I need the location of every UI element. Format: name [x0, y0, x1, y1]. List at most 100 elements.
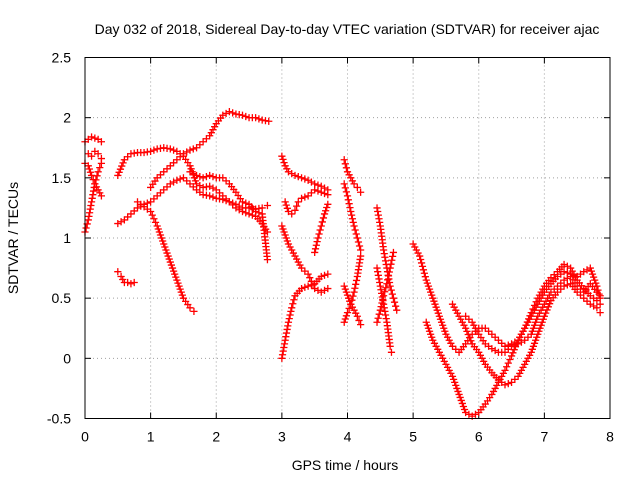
data-point-arc-x	[563, 262, 571, 270]
data-point-arc-o	[322, 207, 330, 215]
data-point-arc-s	[355, 316, 363, 325]
data-point-arc-u	[386, 264, 394, 272]
data-point-arc-u	[384, 276, 392, 284]
data-point-arc-g	[173, 176, 181, 184]
data-point-arc-k	[301, 175, 309, 183]
x-tick-label: 7	[540, 429, 548, 445]
y-tick-label: 1	[63, 230, 71, 246]
data-point-arc-q	[343, 192, 352, 200]
plot-frame	[84, 57, 611, 419]
data-point-arc-y	[465, 334, 474, 342]
data-point-arc-b	[89, 187, 98, 195]
data-point-arc-l	[294, 198, 302, 206]
data-point-arc-f	[147, 147, 155, 155]
y-tick-label: 2	[63, 110, 71, 126]
data-point-arc-c	[89, 176, 97, 184]
data-point-arc-q	[341, 184, 349, 192]
data-point-arc-b	[84, 216, 92, 224]
data-point-arc-o	[319, 214, 328, 222]
data-point-arc-o	[311, 245, 320, 253]
data-point-arc-y	[462, 324, 470, 332]
data-point-arc-q	[351, 226, 359, 234]
data-point-arc-l	[301, 193, 309, 201]
y-tick-label: 0.5	[52, 290, 72, 306]
data-point-arc-w	[421, 273, 429, 281]
data-point-arc-m	[278, 354, 286, 362]
data-point-arc-t	[390, 298, 399, 306]
data-point-arc-x	[501, 366, 509, 374]
data-point-arc-g	[222, 197, 230, 205]
data-point-arc-j	[192, 171, 201, 180]
y-axis-label: SDTVAR / TECUs	[5, 182, 21, 294]
data-point-arc-k	[314, 181, 322, 189]
data-point-arc-c	[86, 168, 95, 176]
data-point-arc-l	[288, 210, 296, 218]
data-point-arc-w	[417, 255, 425, 264]
data-point-arc-h	[150, 215, 158, 223]
data-point-arc-h	[148, 211, 156, 219]
data-point-arc-t	[387, 286, 395, 294]
axis-ticks: 0 1 2 3 4 5 6 7 8 -0.5 0 0.5 1 1.5 2 2.5	[47, 50, 614, 445]
data-point-arc-v	[373, 264, 381, 272]
data-point-arc-i	[252, 114, 260, 122]
data-point-arc-h	[151, 218, 160, 226]
data-point-arc-z	[511, 341, 519, 349]
data-point-arc-o	[313, 238, 321, 246]
data-point-arc-x	[530, 301, 539, 309]
data-point-arc-q	[346, 204, 354, 212]
data-point-arc-y	[563, 281, 571, 289]
data-point-arc-t	[376, 218, 384, 226]
data-point-arc-f	[119, 159, 127, 167]
y-tick-label: -0.5	[47, 411, 71, 427]
data-point-arc-l	[282, 201, 290, 209]
data-point-arc-t	[381, 253, 389, 261]
data-point-arc-n	[320, 286, 329, 294]
data-point-arc-k	[278, 152, 286, 160]
data-point-arc-b	[89, 191, 97, 199]
data-point-arc-t	[373, 204, 381, 212]
data-point-arc-g	[209, 193, 217, 201]
data-point-arc-r	[342, 312, 351, 320]
data-point-arc-m	[285, 315, 293, 323]
data-point-arc-g	[169, 178, 178, 186]
data-point-arc-u	[375, 310, 383, 318]
data-point-arc-m	[301, 283, 309, 291]
data-point-arc-i	[225, 108, 233, 116]
data-point-arc-x	[507, 352, 516, 360]
data-point-arc-e	[130, 278, 138, 287]
data-point-arc-n	[307, 277, 316, 285]
data-point-arc-w	[418, 262, 427, 270]
data-point-arc-m	[289, 300, 297, 308]
data-point-arc-r	[341, 315, 349, 323]
data-point-arc-g	[206, 192, 214, 200]
data-point-arc-q	[345, 200, 353, 208]
data-point-arc-m	[284, 322, 292, 330]
data-point-arc-w	[416, 252, 424, 260]
data-point-arc-y	[589, 302, 598, 310]
data-point-arc-u	[374, 314, 382, 322]
data-point-arc-t	[379, 246, 388, 254]
data-point-arc-f	[150, 146, 158, 154]
x-tick-label: 0	[81, 429, 89, 445]
data-point-arc-i	[189, 145, 197, 153]
data-point-arc-z	[517, 338, 526, 346]
data-point-arc-b	[94, 168, 102, 176]
data-point-arc-x	[503, 363, 511, 371]
data-point-arc-q	[357, 246, 365, 254]
data-point-arc-w	[419, 266, 428, 274]
data-point-arc-p	[340, 156, 348, 164]
data-point-arc-x	[526, 312, 534, 320]
data-point-arc-v	[378, 293, 386, 301]
data-point-arc-m	[280, 343, 288, 352]
data-point-arc-h	[190, 307, 198, 316]
data-point-arc-v	[375, 275, 383, 283]
data-point-arc-e	[124, 278, 132, 287]
data-point-arc-u	[385, 268, 393, 276]
data-point-arc-g	[176, 175, 184, 183]
data-point-arc-x	[521, 324, 529, 332]
data-point-arc-u	[373, 318, 381, 326]
x-tick-label: 6	[475, 429, 483, 445]
data-point-arc-u	[383, 280, 391, 288]
data-point-arc-m	[282, 329, 291, 337]
